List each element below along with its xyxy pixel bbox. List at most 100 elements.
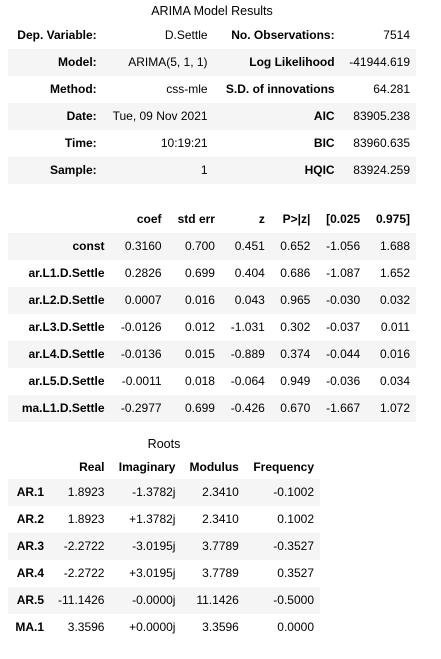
coef-row: ar.L4.D.Settle -0.0136 0.015 -0.889 0.374 -0.…: [8, 341, 416, 368]
summary-title: ARIMA Model Results: [151, 4, 273, 18]
roots-title: Roots: [147, 437, 181, 451]
coef-cell: -1.087: [326, 266, 361, 280]
summary-label: AIC: [313, 109, 335, 123]
coef-column-header: std err: [177, 212, 215, 226]
coef-cell: 0.302: [280, 320, 311, 334]
root-cell: 3.3596: [67, 620, 105, 634]
root-cell: -0.0000j: [132, 593, 176, 607]
summary-label: HQIC: [304, 163, 335, 177]
model-summary-table: ARIMA Model Results Dep. Variable: D.Sett…: [8, 0, 416, 184]
coef-row: ar.L1.D.Settle 0.2826 0.699 0.404 0.686 -1.08…: [8, 260, 416, 287]
root-cell: 3.7789: [202, 539, 239, 553]
coef-column-header: [0.025: [326, 212, 361, 226]
roots-body: AR.1 1.8923 -1.3782j 2.3410 -0.1002 AR.2 1.892…: [8, 479, 320, 641]
roots-column-header: Imaginary: [118, 460, 176, 474]
summary-value: ARIMA(5, 1, 1): [128, 55, 208, 69]
summary-label: S.D. of innovations: [225, 82, 335, 96]
summary-label: Dep. Variable:: [17, 28, 97, 42]
coef-cell: 0.451: [234, 239, 265, 253]
coef-row: ar.L2.D.Settle 0.0007 0.016 0.043 0.965 -0.03…: [8, 287, 416, 314]
coef-column-header: P>|z|: [282, 212, 311, 226]
summary-label: Time:: [64, 136, 97, 150]
root-name: AR.3: [16, 539, 45, 553]
root-name: AR.4: [16, 566, 45, 580]
root-cell: -3.0195j: [132, 539, 176, 553]
roots-row: AR.2 1.8923 +1.3782j 2.3410 0.1002: [8, 506, 320, 533]
root-cell: 1.8923: [67, 512, 105, 526]
summary-value: 83960.635: [353, 136, 410, 150]
summary-label: No. Observations:: [231, 28, 335, 42]
root-cell: +1.3782j: [129, 512, 176, 526]
summary-label: Method:: [50, 82, 97, 96]
coef-cell: 0.011: [380, 320, 410, 334]
summary-row: Time: 10:19:21 BIC 83960.635: [8, 130, 416, 157]
coef-cell: 0.965: [280, 293, 311, 307]
coef-cell: 0.699: [184, 401, 215, 415]
coef-cell: 0.018: [184, 374, 215, 388]
coef-cell: 0.404: [234, 266, 265, 280]
coef-cell: -1.056: [326, 239, 361, 253]
root-cell: -2.2722: [63, 566, 105, 580]
root-cell: 3.3596: [202, 620, 239, 634]
summary-value: -41944.619: [349, 55, 410, 69]
coef-cell: 1.652: [379, 266, 410, 280]
root-cell: 11.1426: [196, 593, 239, 607]
coef-cell: -0.036: [326, 374, 361, 388]
root-cell: 2.3410: [202, 485, 239, 499]
coef-cell: 0.686: [280, 266, 311, 280]
coef-cell: 0.0007: [124, 293, 162, 307]
coef-column-header: 0.975]: [375, 212, 410, 226]
roots-column-header: Real: [79, 460, 105, 474]
coef-cell: -0.037: [326, 320, 361, 334]
coef-cell: 0.949: [280, 374, 311, 388]
root-name: MA.1: [15, 620, 45, 634]
coef-cell: -0.030: [326, 293, 361, 307]
coef-param-name: ar.L4.D.Settle: [28, 347, 105, 361]
coef-param-name: ma.L1.D.Settle: [21, 401, 105, 415]
coef-row: ma.L1.D.Settle -0.2977 0.699 -0.426 0.670 -1.…: [8, 395, 416, 422]
summary-label: Date:: [66, 109, 97, 123]
coef-column-header: z: [258, 212, 265, 226]
coef-cell: 1.688: [379, 239, 410, 253]
root-cell: -0.3527: [273, 539, 314, 553]
coef-param-name: ar.L1.D.Settle: [28, 266, 105, 280]
coef-cell: 0.3160: [124, 239, 162, 253]
root-cell: -2.2722: [63, 539, 105, 553]
summary-label: Model:: [58, 55, 97, 69]
coef-row: ar.L5.D.Settle -0.0011 0.018 -0.064 0.949 -0.…: [8, 368, 416, 395]
root-cell: 3.7789: [202, 566, 239, 580]
coef-cell: 0.652: [280, 239, 311, 253]
summary-value: 7514: [383, 28, 410, 42]
summary-value: 83905.238: [353, 109, 410, 123]
roots-header-row: Real Imaginary Modulus Frequency: [8, 455, 320, 479]
coefficients-body: const 0.3160 0.700 0.451 0.652 -1.056 1.688 ar.…: [8, 233, 416, 422]
root-cell: -1.3782j: [132, 485, 176, 499]
roots-row: AR.3 -2.2722 -3.0195j 3.7789 -0.3527: [8, 533, 320, 560]
coef-cell: 0.670: [280, 401, 311, 415]
coef-cell: -0.0011: [121, 374, 162, 388]
coef-cell: 0.700: [184, 239, 215, 253]
coefficients-header-row: coef std err z P>|z| [0.025 0.975]: [8, 205, 416, 233]
coef-cell: 0.043: [234, 293, 265, 307]
coef-cell: -0.0136: [120, 347, 162, 361]
coef-param-name: ar.L5.D.Settle: [28, 374, 105, 388]
coef-cell: -0.2977: [120, 401, 162, 415]
roots-row: AR.5 -11.1426 -0.0000j 11.1426 -0.5000: [8, 587, 320, 614]
coef-cell: 0.012: [184, 320, 215, 334]
roots-row: AR.1 1.8923 -1.3782j 2.3410 -0.1002: [8, 479, 320, 506]
summary-value: css-mle: [166, 82, 208, 96]
coef-column-header: coef: [136, 212, 162, 226]
root-cell: +3.0195j: [129, 566, 176, 580]
coef-cell: 0.016: [379, 347, 410, 361]
root-name: AR.1: [16, 485, 45, 499]
summary-value: 64.281: [373, 82, 410, 96]
summary-value: 83924.259: [353, 163, 410, 177]
summary-value: D.Settle: [164, 28, 208, 42]
coef-param-name: ar.L2.D.Settle: [28, 293, 105, 307]
root-name: AR.2: [16, 512, 45, 526]
summary-row: Model: ARIMA(5, 1, 1) Log Likelihood -41944…: [8, 49, 416, 76]
summary-label: Log Likelihood: [249, 55, 335, 69]
root-cell: +0.0000j: [129, 620, 176, 634]
coef-row: ar.L3.D.Settle -0.0126 0.012 -1.031 0.302 -0.…: [8, 314, 416, 341]
coef-cell: -0.889: [230, 347, 265, 361]
